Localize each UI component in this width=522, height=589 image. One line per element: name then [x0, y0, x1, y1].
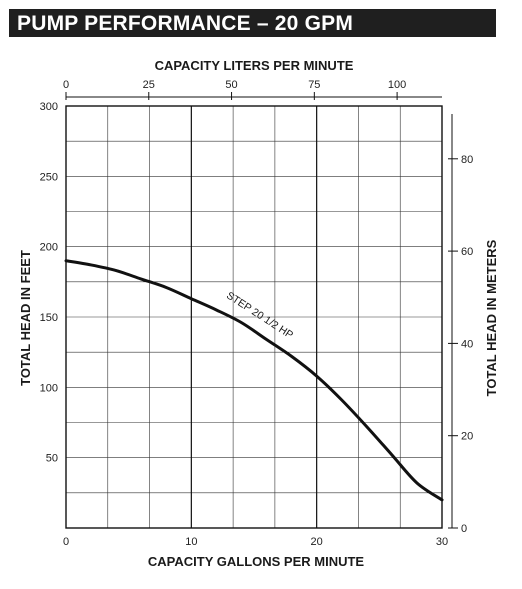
x2-tick-label: 75 [308, 79, 320, 91]
grid-lines [66, 106, 442, 528]
x2-tick-label: 50 [225, 79, 237, 91]
x-tick-label: 30 [436, 536, 448, 548]
y2-axis-title: TOTAL HEAD IN METERS [484, 239, 499, 396]
y2-tick-label: 80 [461, 154, 473, 166]
y-tick-label: 200 [40, 242, 58, 254]
x-tick-label: 20 [311, 536, 323, 548]
x2-tick-label: 25 [143, 79, 155, 91]
x2-axis-title: CAPACITY LITERS PER MINUTE [155, 58, 354, 73]
x-tick-label: 0 [63, 536, 69, 548]
series-line-0 [64, 259, 444, 502]
title-banner: PUMP PERFORMANCE – 20 GPM [9, 9, 496, 37]
y2-tick-label: 40 [461, 338, 473, 350]
y-tick-label: 50 [46, 453, 58, 465]
tick-labels: 0 25 50 75 100 0 20 40 60 80 0 10 20 30 50 100 150 200 250… [40, 79, 474, 548]
y-tick-label: 100 [40, 382, 58, 394]
y-tick-label: 300 [40, 101, 58, 113]
x2-tick-label: 0 [63, 79, 69, 91]
y2-tick-label: 0 [461, 523, 467, 535]
plot-frame [65, 105, 443, 529]
x-tick-label: 10 [185, 536, 197, 548]
y-tick-label: 150 [40, 312, 58, 324]
axes [65, 92, 458, 529]
series-layer [64, 259, 444, 502]
y-tick-label: 250 [40, 171, 58, 183]
y-axis-title: TOTAL HEAD IN FEET [18, 250, 33, 386]
x2-tick-label: 100 [388, 79, 406, 91]
x-axis-title: CAPACITY GALLONS PER MINUTE [148, 554, 365, 569]
page-title: PUMP PERFORMANCE – 20 GPM [17, 12, 354, 35]
y2-tick-label: 60 [461, 246, 473, 258]
y2-tick-label: 20 [461, 431, 473, 443]
